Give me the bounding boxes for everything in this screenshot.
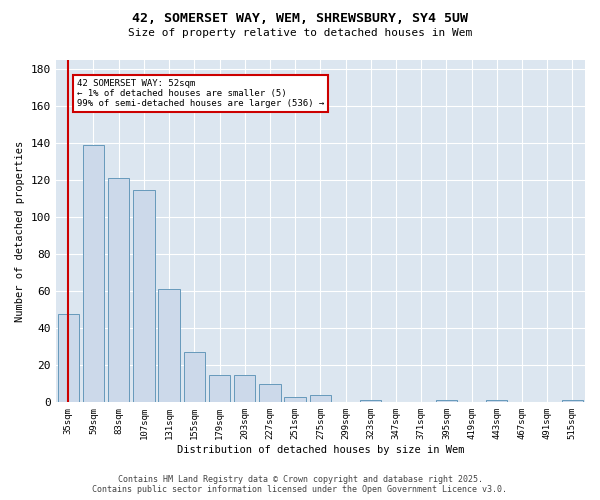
Text: 42 SOMERSET WAY: 52sqm
← 1% of detached houses are smaller (5)
99% of semi-detac: 42 SOMERSET WAY: 52sqm ← 1% of detached …	[77, 78, 325, 108]
Bar	[562, 400, 583, 402]
Bar	[436, 400, 457, 402]
Bar	[486, 400, 508, 402]
Bar	[234, 374, 256, 402]
Bar	[284, 397, 306, 402]
Bar	[108, 178, 130, 402]
Text: Contains HM Land Registry data © Crown copyright and database right 2025.
Contai: Contains HM Land Registry data © Crown c…	[92, 474, 508, 494]
Bar	[209, 374, 230, 402]
Bar	[83, 145, 104, 403]
Text: 42, SOMERSET WAY, WEM, SHREWSBURY, SY4 5UW: 42, SOMERSET WAY, WEM, SHREWSBURY, SY4 5…	[132, 12, 468, 26]
Bar	[58, 314, 79, 402]
Bar	[158, 290, 180, 403]
Y-axis label: Number of detached properties: Number of detached properties	[15, 140, 25, 322]
Text: Size of property relative to detached houses in Wem: Size of property relative to detached ho…	[128, 28, 472, 38]
X-axis label: Distribution of detached houses by size in Wem: Distribution of detached houses by size …	[176, 445, 464, 455]
Bar	[133, 190, 155, 402]
Bar	[259, 384, 281, 402]
Bar	[360, 400, 382, 402]
Bar	[310, 395, 331, 402]
Bar	[184, 352, 205, 403]
